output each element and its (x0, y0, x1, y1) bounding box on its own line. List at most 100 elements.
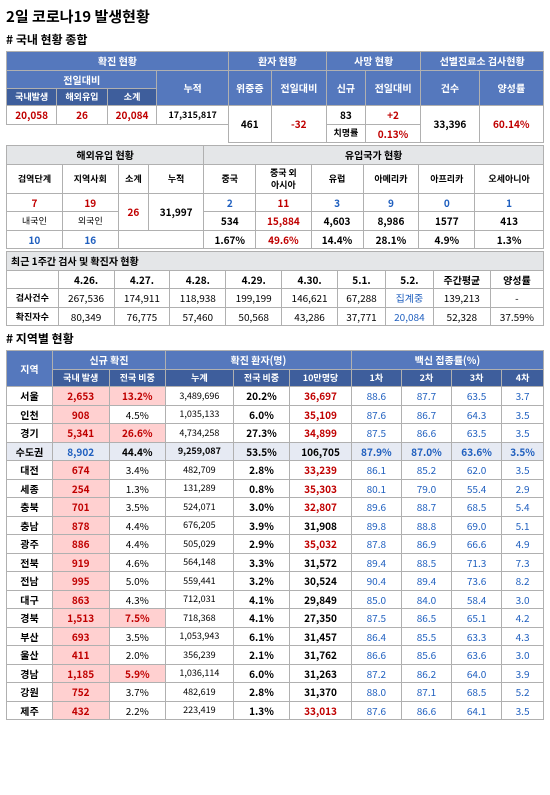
val-screen-count: 33,396 (421, 106, 479, 143)
rh-region: 지역 (7, 351, 53, 387)
table-row: 제주4322.2%223,4191.3%33,01387.686.664.13.… (7, 701, 544, 720)
cell: 경북 (7, 609, 53, 628)
cell: 223,419 (166, 701, 234, 720)
cell: 693 (52, 627, 109, 646)
cell: 4.3% (109, 590, 166, 609)
cell: 6.0% (233, 405, 290, 424)
cell: 89.4 (401, 572, 451, 591)
cell: 7.5% (109, 609, 166, 628)
t4: 199,199 (226, 289, 282, 308)
cell: 30,524 (290, 572, 351, 591)
cell: 1,185 (52, 664, 109, 683)
cell: 88.0 (351, 683, 401, 702)
cell: 79.0 (401, 479, 451, 498)
cell: 62.0 (452, 461, 502, 480)
i3-europe: 14.4% (311, 230, 363, 249)
cell: 90.4 (351, 572, 401, 591)
rh-newconf: 신규 확진 (52, 351, 165, 370)
cell: 712,031 (166, 590, 234, 609)
cell: 86.2 (401, 664, 451, 683)
wd7: 5.2. (385, 270, 433, 289)
i3-china: 1.67% (204, 230, 256, 249)
death-rate-label: 치명률 (327, 124, 366, 143)
cell: 33,013 (290, 701, 351, 720)
wavg: 주간평균 (433, 270, 490, 289)
cell: 36,697 (290, 387, 351, 406)
c-sub: 소계 (118, 164, 148, 193)
death-rate: 0.13% (365, 124, 420, 143)
table-row: 경북1,5137.5%718,3684.1%27,35087.586.565.1… (7, 609, 544, 628)
regional-table: 지역 신규 확진 확진 환자(명) 백신 접종률(%) 국내 발생 전국 비중 … (6, 350, 544, 720)
cell: 88.6 (351, 387, 401, 406)
cell: 4.2 (502, 609, 544, 628)
i2-china: 534 (204, 212, 256, 231)
col-dom: 국내발생 (7, 89, 57, 106)
cell: 878 (52, 516, 109, 535)
r2-dom: 내국인 (7, 212, 63, 231)
hdr-patient: 환자 현황 (228, 52, 326, 71)
cell: 3.0 (502, 590, 544, 609)
cell: 1.3% (233, 701, 290, 720)
cell: 65.1 (452, 609, 502, 628)
cell: 제주 (7, 701, 53, 720)
cell: 88.5 (401, 553, 451, 572)
cell: 87.5 (351, 609, 401, 628)
cell: 3,489,696 (166, 387, 234, 406)
cell: 55.4 (452, 479, 502, 498)
cell: 20.2% (233, 387, 290, 406)
table-row: 서울2,65313.2%3,489,69620.2%36,69788.687.7… (7, 387, 544, 406)
cell: 64.1 (452, 701, 502, 720)
sub-dayover2: 전일대비 (271, 70, 326, 106)
cell: 2.8% (233, 461, 290, 480)
c-europe: 유럽 (311, 164, 363, 193)
val-over: 26 (57, 106, 107, 125)
c4: 50,568 (226, 307, 282, 326)
i3-asia: 49.6% (256, 230, 311, 249)
rh-p100: 10만명당 (290, 369, 351, 386)
cell: 2.1% (233, 646, 290, 665)
cell: 44.4% (109, 442, 166, 461)
c2: 76,775 (114, 307, 170, 326)
val-death-new: 83 (327, 106, 366, 125)
cell: 89.6 (351, 498, 401, 517)
cell: 4.1% (233, 590, 290, 609)
cell: 1.3% (109, 479, 166, 498)
cell: 559,441 (166, 572, 234, 591)
cell: 87.6 (351, 701, 401, 720)
cell: 131,289 (166, 479, 234, 498)
v-dom: 10 (7, 230, 63, 249)
table-row: 전남9955.0%559,4413.2%30,52490.489.473.68.… (7, 572, 544, 591)
sub-dayover3: 전일대비 (365, 70, 420, 106)
cell: 86.9 (401, 535, 451, 554)
table-row: 경남1,1855.9%1,036,1146.0%31,26387.286.264… (7, 664, 544, 683)
hdr-confirm: 확진 현황 (7, 52, 229, 71)
cell: 전북 (7, 553, 53, 572)
rh-d1: 1차 (351, 369, 401, 386)
cell: 2.2% (109, 701, 166, 720)
v-cum: 31,997 (149, 193, 204, 230)
r2-for: 외국인 (62, 212, 118, 231)
cell: 8.2 (502, 572, 544, 591)
cell: 3.5% (109, 498, 166, 517)
cell: 26.6% (109, 424, 166, 443)
cell: 2.9% (233, 535, 290, 554)
cell: 강원 (7, 683, 53, 702)
cell: 4.5% (109, 405, 166, 424)
i2-europe: 4,603 (311, 212, 363, 231)
cell: 2.8% (233, 683, 290, 702)
rh-vax: 백신 접종률(%) (351, 351, 543, 370)
cell: 6.0% (233, 664, 290, 683)
cell: 3.5 (502, 701, 544, 720)
cell: 7.3 (502, 553, 544, 572)
cell: 5.4 (502, 498, 544, 517)
sub-count: 건수 (421, 70, 479, 106)
cell: 919 (52, 553, 109, 572)
row-test: 검사건수 (7, 289, 59, 308)
cell: 경남 (7, 664, 53, 683)
cell: 3.5 (502, 405, 544, 424)
table-row: 광주8864.4%505,0292.9%35,03287.886.966.64.… (7, 535, 544, 554)
cell: 4,734,258 (166, 424, 234, 443)
cell: 3.2% (233, 572, 290, 591)
cell: 27.3% (233, 424, 290, 443)
c3: 57,460 (170, 307, 226, 326)
